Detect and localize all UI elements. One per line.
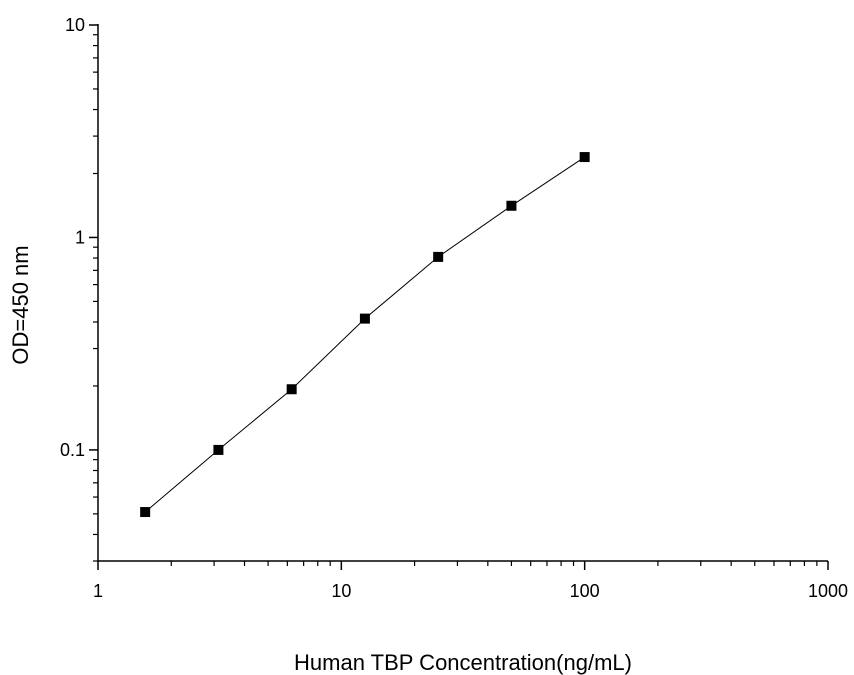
y-tick-label: 1	[75, 227, 85, 247]
x-tick-label: 1	[93, 581, 103, 601]
axes	[97, 24, 828, 562]
ticks: 1 10 100 1000 0.1 1 10	[60, 15, 848, 601]
x-tick-label: 10	[331, 581, 351, 601]
data-point	[286, 384, 297, 395]
data-point	[579, 152, 590, 163]
data-point	[433, 251, 444, 262]
series	[140, 152, 590, 518]
data-point	[506, 200, 517, 211]
y-axis-title: OD=450 nm	[8, 245, 33, 364]
x-tick-label: 100	[570, 581, 600, 601]
series-line	[144, 156, 585, 513]
x-axis-title: Human TBP Concentration(ng/mL)	[294, 650, 632, 675]
data-point	[359, 313, 370, 324]
y-tick-label: 10	[65, 15, 85, 35]
data-point	[213, 444, 224, 455]
data-point	[140, 507, 151, 518]
y-tick-label: 0.1	[60, 440, 85, 460]
x-tick-label: 1000	[808, 581, 848, 601]
